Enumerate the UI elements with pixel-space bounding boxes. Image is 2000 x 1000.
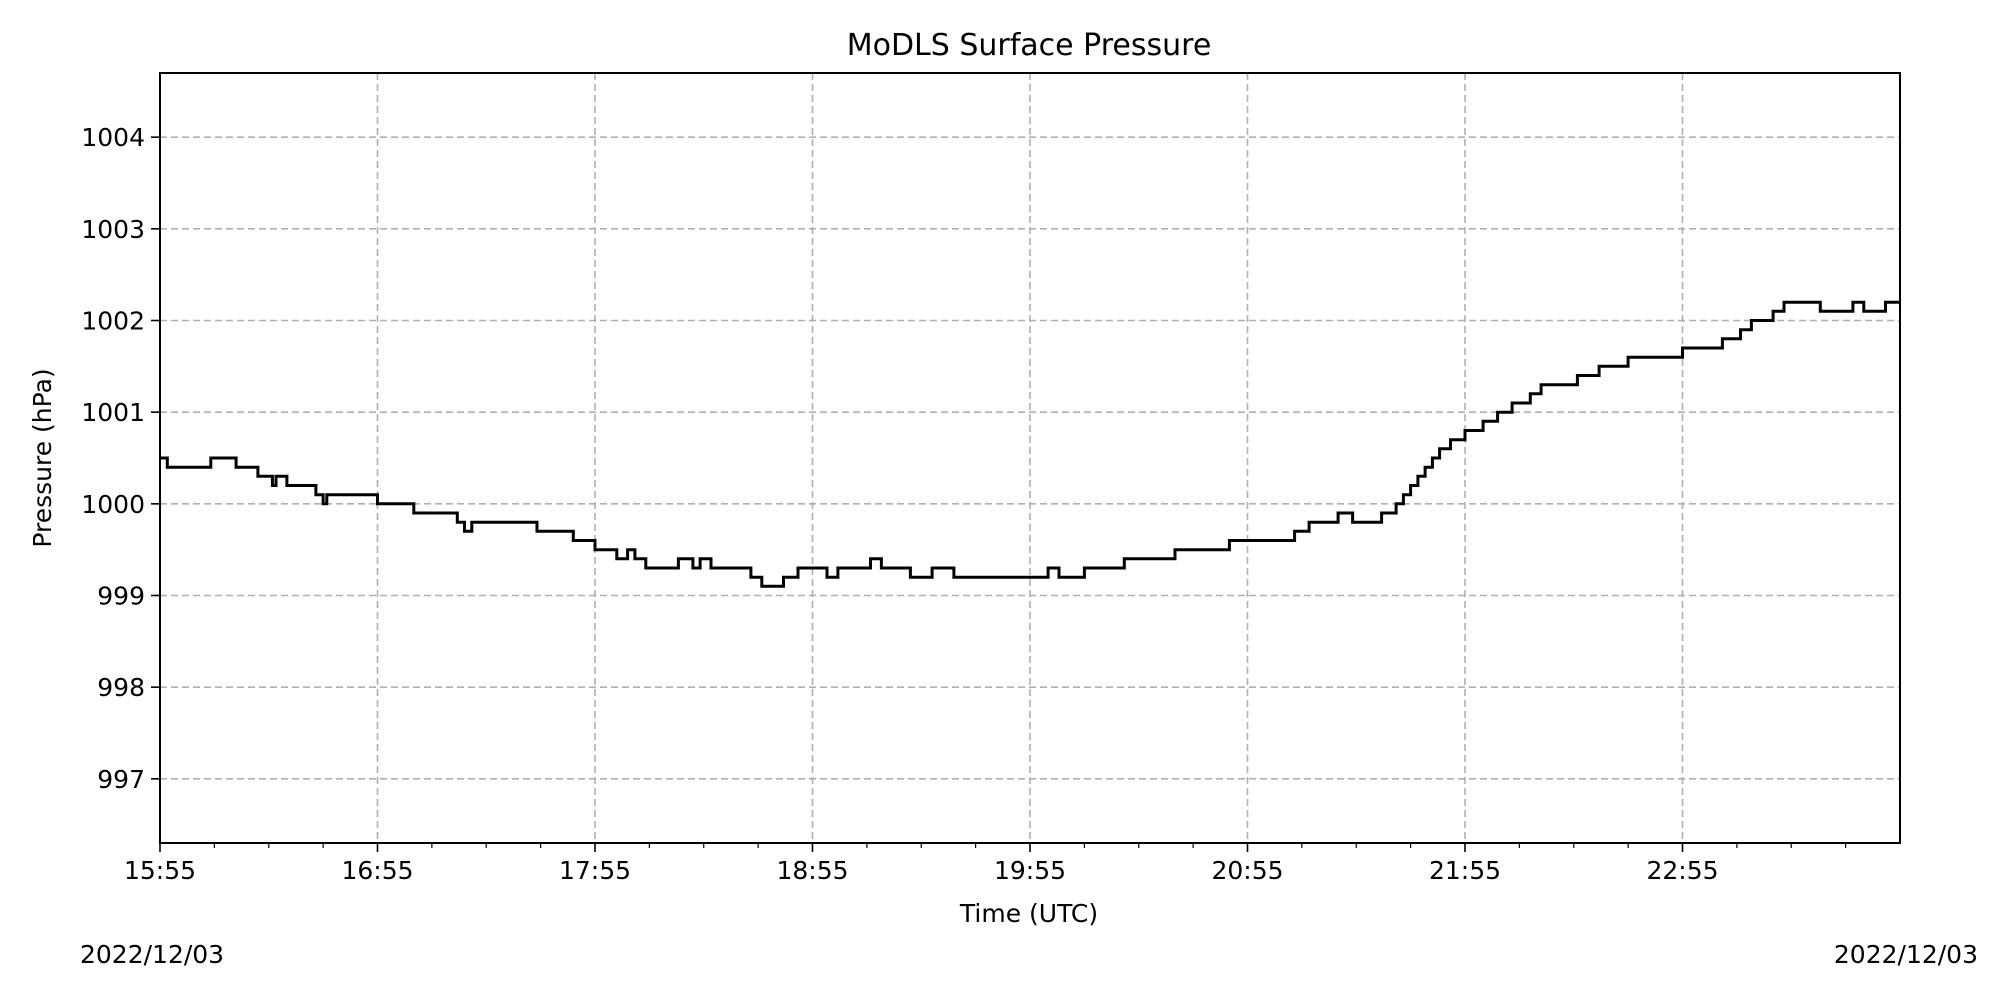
y-tick-label: 1001 [81, 398, 145, 427]
x-axis-label: Time (UTC) [959, 899, 1098, 928]
y-tick-label: 997 [97, 765, 145, 794]
y-tick-label: 1004 [81, 123, 145, 152]
x-end-date-label: 2022/12/03 [1833, 940, 1978, 969]
series-layer [159, 300, 1901, 588]
y-tick-label: 999 [97, 582, 145, 611]
x-tick-label: 17:55 [559, 856, 631, 885]
y-tick-label: 1000 [81, 490, 145, 519]
y-axis-label: Pressure (hPa) [28, 368, 57, 547]
y-tick-label: 1003 [81, 215, 145, 244]
x-tick-label: 21:55 [1429, 856, 1501, 885]
x-tick-label: 15:55 [124, 856, 196, 885]
x-start-date-label: 2022/12/03 [80, 940, 225, 969]
tick-layer: 997 998 999 1000 1001 1002 1003 1004 15:55 16:55 1… [81, 123, 1847, 885]
chart-title: MoDLS Surface Pressure [847, 28, 1212, 63]
x-tick-label: 18:55 [776, 856, 848, 885]
x-tick-label: 19:55 [994, 856, 1066, 885]
x-tick-label: 22:55 [1646, 856, 1718, 885]
x-tick-label: 16:55 [341, 856, 413, 885]
y-tick-label: 1002 [81, 307, 145, 336]
grid-lines [160, 73, 1900, 843]
pressure-series-line [160, 300, 1900, 588]
y-tick-label: 998 [97, 673, 145, 702]
x-tick-label: 20:55 [1211, 856, 1283, 885]
